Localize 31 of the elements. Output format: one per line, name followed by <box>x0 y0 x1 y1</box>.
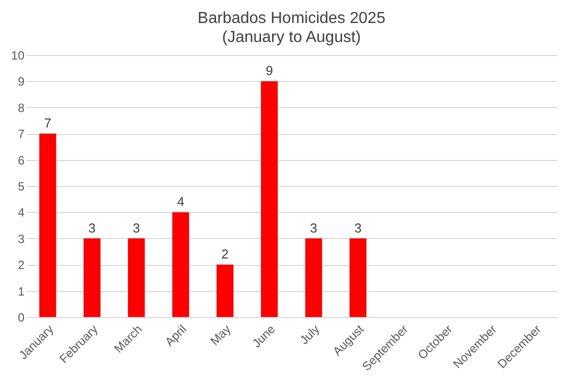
y-tick-label: 0 <box>18 310 25 324</box>
y-tick-label: 1 <box>18 284 25 298</box>
bar <box>260 81 278 317</box>
bar <box>39 134 56 317</box>
chart-title: Barbados Homicides 2025 <box>198 10 386 27</box>
y-tick-label: 6 <box>18 153 25 168</box>
data-label: 3 <box>132 220 140 236</box>
chart-subtitle: (January to August) <box>222 29 361 46</box>
data-label: 2 <box>221 246 229 262</box>
x-tick-label: July <box>297 322 322 348</box>
data-label: 3 <box>88 220 96 236</box>
y-tick-label: 9 <box>18 74 25 89</box>
data-label: 3 <box>310 220 318 236</box>
bar <box>128 238 145 317</box>
x-tick-label: May <box>208 322 234 348</box>
y-tick-label: 4 <box>18 206 25 220</box>
y-tick-label: 10 <box>11 48 25 62</box>
y-tick-label: 2 <box>18 258 25 272</box>
y-tick-label: 7 <box>18 127 25 142</box>
bar <box>305 238 322 317</box>
data-label: 3 <box>354 220 362 236</box>
y-tick-label: 3 <box>18 232 25 246</box>
bar <box>216 264 234 317</box>
y-tick-label: 5 <box>18 180 25 194</box>
bar <box>350 238 366 317</box>
bar <box>172 212 190 317</box>
y-tick-label: 8 <box>18 100 25 115</box>
bar <box>84 238 100 317</box>
data-label: 9 <box>266 63 273 78</box>
data-label: 7 <box>44 116 52 131</box>
data-label: 4 <box>177 194 184 210</box>
